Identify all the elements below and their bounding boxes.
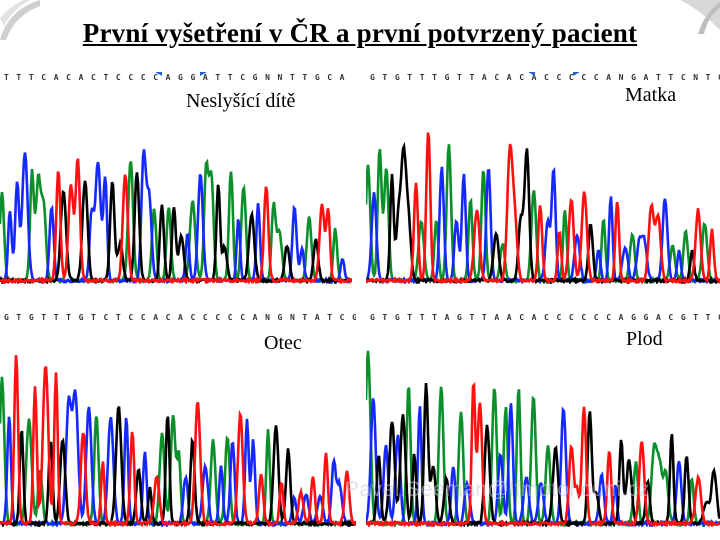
slide-title: První vyšetření v ČR a první potvrzený p… bbox=[82, 18, 638, 48]
panel-label-child: Neslyšící dítě bbox=[186, 90, 296, 112]
chromatogram-trace-mother bbox=[366, 132, 720, 284]
trace-line bbox=[0, 355, 356, 527]
author-email-watermark: Pavel.Seeman@lfmotol.cuni.cz bbox=[345, 478, 650, 501]
trace-line bbox=[366, 132, 720, 284]
base-sequence: G T G T T T G T T A C A C A C C C C C A … bbox=[370, 73, 720, 82]
chromatogram-panel-father: G T G T T T G T C T C C A C A C C C C C … bbox=[0, 312, 356, 527]
panel-label-father: Otec bbox=[264, 332, 302, 354]
chromatogram-panel-mother: G T G T T T G T T A C A C A C C C C C A … bbox=[366, 72, 720, 284]
chromatogram-trace-child bbox=[0, 149, 352, 284]
base-sequence: G T G T T T G T C T C C A C A C C C C C … bbox=[4, 313, 356, 322]
chromatogram-panel-child: T T T C A C A C T C C C C A G G A T T C … bbox=[0, 72, 352, 284]
trace-line bbox=[366, 381, 720, 527]
base-sequence: G T G T T T A G T T A A C A C C C C C C … bbox=[370, 313, 720, 322]
chromatogram-trace-fetus bbox=[366, 350, 720, 527]
double-arrow-icon bbox=[528, 72, 580, 76]
decorative-corner-left bbox=[0, 0, 40, 40]
decorative-corner-right bbox=[660, 0, 720, 40]
chromatogram-panel-fetus: G T G T T T A G T T A A C A C C C C C C … bbox=[366, 312, 720, 527]
trace-line bbox=[366, 141, 720, 284]
panel-label-mother: Matka bbox=[625, 84, 677, 106]
panel-label-fetus: Plod bbox=[626, 328, 663, 350]
chromatogram-trace-father bbox=[0, 355, 356, 527]
trace-line bbox=[0, 158, 352, 284]
base-sequence: T T T C A C A C T C C C C A G G A T T C … bbox=[4, 73, 346, 82]
double-arrow-icon bbox=[155, 72, 207, 76]
